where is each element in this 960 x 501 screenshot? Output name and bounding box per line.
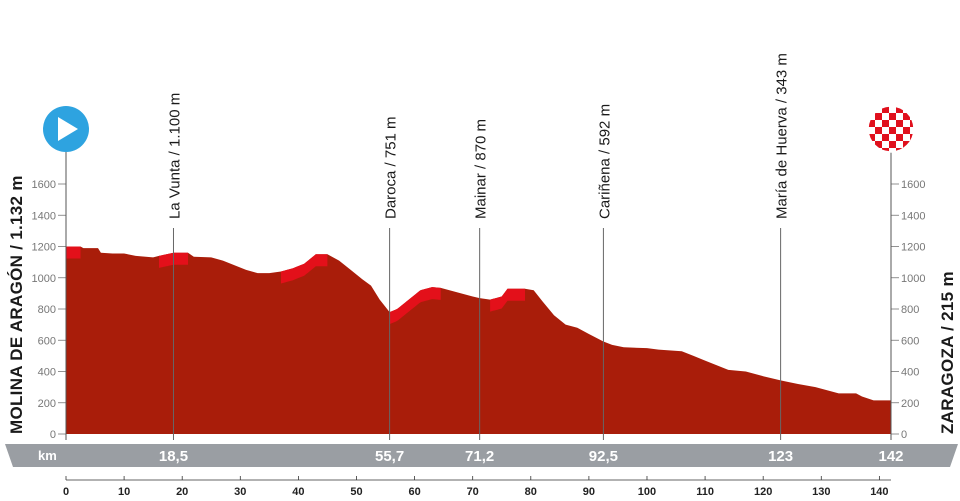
y-tick-label-left: 800 (38, 304, 56, 316)
x-tick-label: 50 (350, 486, 362, 498)
x-tick-label: 70 (467, 486, 479, 498)
y-axis-right: 0 200 400 600 800 1000 1200 1400 1600 (891, 179, 925, 441)
y-axis-left: 0 200 400 600 800 1000 1200 1400 1600 (32, 179, 66, 441)
y-tick-label-right: 600 (901, 335, 919, 347)
y-tick-label-left: 1000 (32, 273, 56, 285)
y-tick-label-right: 1400 (901, 210, 925, 222)
finish-checkered-icon (867, 105, 915, 153)
x-tick-label: 130 (812, 486, 830, 498)
y-tick-label-left: 1600 (32, 179, 56, 191)
climb-segment (66, 246, 81, 259)
km-bar-labels: 18,5 55,7 71,2 92,5 123 142 (159, 448, 904, 465)
y-tick-label-right: 200 (901, 398, 919, 410)
finish-km-label: 142 (878, 448, 903, 465)
x-tick-label: 60 (408, 486, 420, 498)
y-tick-label-left: 600 (38, 335, 56, 347)
waypoint-label: Daroca / 751 m (383, 116, 400, 219)
waypoint-km-label: 71,2 (465, 448, 494, 465)
waypoint-label: Cariñena / 592 m (596, 104, 613, 219)
x-tick-label: 100 (638, 486, 656, 498)
elevation-area (66, 246, 891, 434)
y-tick-label-left: 0 (50, 429, 56, 441)
x-tick-label: 20 (176, 486, 188, 498)
y-tick-label-right: 1000 (901, 273, 925, 285)
y-tick-label-left: 1200 (32, 242, 56, 254)
x-axis-ticks: 0 10 20 30 40 50 60 70 80 90 100 110 120 130 140 (63, 476, 889, 498)
waypoint-label: María de Huerva / 343 m (774, 53, 791, 219)
km-bar-word: km (38, 448, 57, 463)
x-tick-label: 10 (118, 486, 130, 498)
y-tick-label-right: 800 (901, 304, 919, 316)
waypoint-label: La Vunta / 1.100 m (166, 93, 183, 219)
x-tick-label: 80 (525, 486, 537, 498)
waypoint-km-label: 55,7 (375, 448, 404, 465)
x-tick-label: 140 (870, 486, 888, 498)
y-tick-label-left: 200 (38, 398, 56, 410)
waypoint-km-label: 92,5 (589, 448, 618, 465)
waypoint-km-label: 123 (768, 448, 793, 465)
waypoint-km-label: 18,5 (159, 448, 188, 465)
km-bar (5, 444, 958, 467)
climb-segment (490, 288, 525, 312)
x-tick-label: 30 (234, 486, 246, 498)
x-tick-label: 40 (292, 486, 304, 498)
x-tick-label: 120 (754, 486, 772, 498)
start-play-icon (43, 106, 89, 152)
y-tick-label-left: 1400 (32, 210, 56, 222)
x-tick-label: 0 (63, 486, 69, 498)
y-tick-label-right: 1600 (901, 179, 925, 191)
y-tick-label-left: 400 (38, 367, 56, 379)
waypoint-markers: La Vunta / 1.100 m Daroca / 751 m Mainar /… (166, 53, 791, 440)
climb-segment (389, 287, 441, 325)
climb-segment (281, 254, 328, 284)
finish-location-label: ZARAGOZA / 215 m (938, 271, 957, 434)
start-location-label: MOLINA DE ARAGÓN / 1.132 m (7, 175, 26, 434)
x-tick-label: 110 (696, 486, 714, 498)
y-tick-label-right: 400 (901, 367, 919, 379)
climb-segments (66, 246, 525, 325)
waypoint-label: Mainar / 870 m (473, 119, 490, 219)
y-tick-label-right: 0 (901, 429, 907, 441)
y-tick-label-right: 1200 (901, 242, 925, 254)
x-tick-label: 90 (583, 486, 595, 498)
